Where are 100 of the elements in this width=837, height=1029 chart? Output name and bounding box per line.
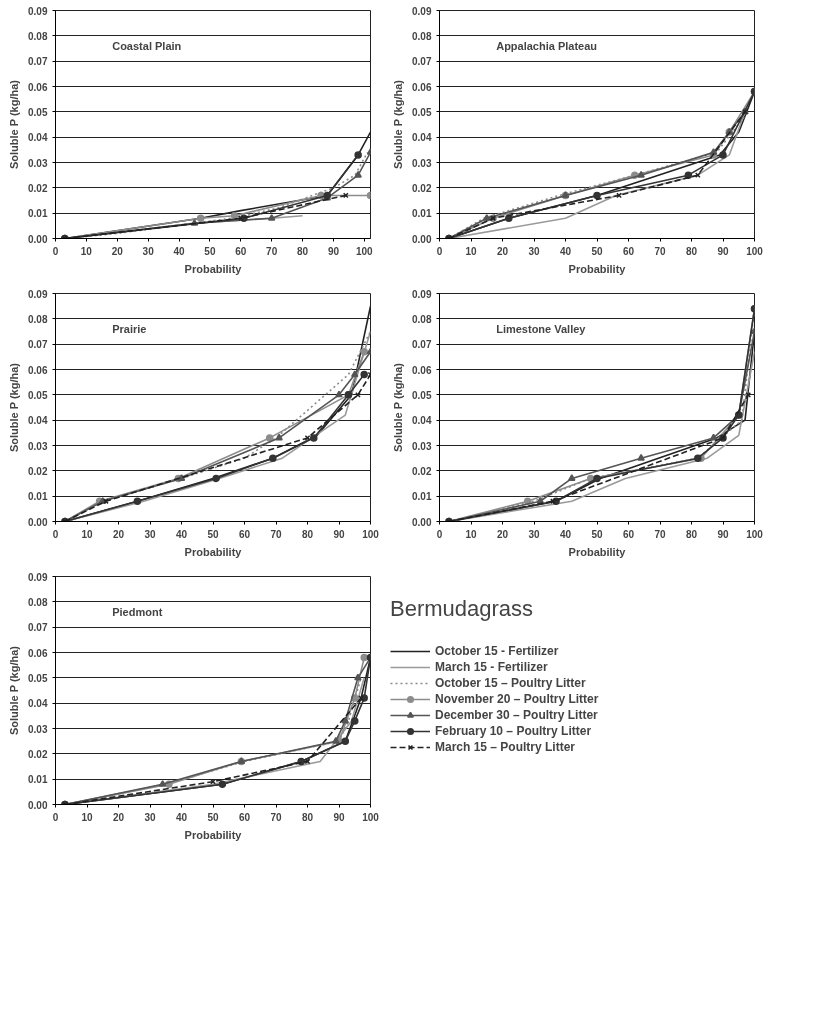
x-tick-label: 50 bbox=[204, 245, 216, 257]
y-tick-label: 0.02 bbox=[412, 182, 432, 194]
y-tick-label: 0.05 bbox=[28, 106, 48, 118]
y-tick-label: 0.07 bbox=[28, 622, 48, 634]
x-axis-title: Probability bbox=[184, 828, 243, 841]
y-tick-label: 0.02 bbox=[28, 465, 48, 477]
x-tick-label: 30 bbox=[144, 811, 156, 823]
y-tick-label: 0.00 bbox=[28, 233, 48, 245]
legend-label: October 15 – Poultry Litter bbox=[435, 676, 586, 690]
y-tick-label: 0.04 bbox=[412, 132, 432, 144]
y-tick-label: 0.05 bbox=[28, 672, 48, 684]
x-axis-title: Probability bbox=[184, 545, 243, 558]
y-tick-label: 0.04 bbox=[28, 415, 48, 427]
x-tick-label: 30 bbox=[144, 528, 156, 540]
x-tick-label: 50 bbox=[591, 245, 603, 257]
y-axis-title: Soluble P (kg/ha) bbox=[392, 79, 405, 170]
x-tick-label: 20 bbox=[111, 245, 124, 257]
y-tick-label: 0.08 bbox=[412, 313, 432, 325]
x-tick-label: 100 bbox=[746, 245, 764, 257]
x-tick-label: 100 bbox=[746, 528, 764, 540]
legend-label: March 15 - Fertilizer bbox=[435, 660, 548, 674]
y-axis-title: Soluble P (kg/ha) bbox=[8, 79, 21, 170]
text: Piedmont bbox=[112, 605, 163, 618]
y-tick-label: 0.03 bbox=[28, 723, 48, 735]
x-tick-label: 0 bbox=[52, 528, 59, 540]
x-tick-label: 10 bbox=[80, 245, 93, 257]
x-tick-label: 0 bbox=[52, 811, 59, 823]
x-tick-label: 50 bbox=[591, 528, 603, 540]
legend-label: March 15 – Poultry Litter bbox=[435, 740, 576, 754]
text: Limestone Valley bbox=[496, 322, 587, 335]
x-tick-label: 0 bbox=[52, 245, 59, 257]
y-tick-label: 0.09 bbox=[412, 288, 432, 300]
x-tick-label: 0 bbox=[436, 528, 443, 540]
y-tick-label: 0.04 bbox=[412, 415, 432, 427]
y-tick-label: 0.07 bbox=[412, 56, 432, 68]
y-tick-label: 0.06 bbox=[28, 81, 48, 93]
y-tick-label: 0.08 bbox=[28, 30, 48, 42]
x-tick-label: 70 bbox=[654, 528, 666, 540]
x-tick-label: 50 bbox=[207, 528, 219, 540]
legend-label: November 20 – Poultry Litter bbox=[435, 692, 599, 706]
y-tick-label: 0.00 bbox=[28, 516, 48, 528]
x-tick-label: 90 bbox=[333, 811, 345, 823]
y-tick-label: 0.05 bbox=[412, 106, 432, 118]
y-tick-label: 0.06 bbox=[412, 81, 432, 93]
y-tick-label: 0.05 bbox=[412, 389, 432, 401]
x-tick-label: 20 bbox=[496, 528, 509, 540]
y-tick-label: 0.01 bbox=[28, 208, 48, 220]
x-tick-label: 20 bbox=[112, 528, 125, 540]
x-tick-label: 10 bbox=[81, 528, 93, 540]
x-tick-label: 60 bbox=[238, 811, 251, 823]
y-tick-label: 0.06 bbox=[412, 364, 432, 376]
x-tick-label: 70 bbox=[270, 811, 282, 823]
x-tick-label: 90 bbox=[327, 245, 340, 257]
x-tick-label: 80 bbox=[685, 245, 698, 257]
y-tick-label: 0.01 bbox=[412, 491, 432, 503]
y-tick-label: 0.01 bbox=[28, 774, 48, 786]
y-axis-title: Soluble P (kg/ha) bbox=[392, 362, 405, 453]
x-tick-label: 100 bbox=[355, 245, 374, 257]
legend-label: October 15 - Fertilizer bbox=[435, 644, 559, 658]
x-tick-label: 10 bbox=[465, 528, 477, 540]
x-tick-label: 30 bbox=[528, 528, 540, 540]
y-axis-title: Soluble P (kg/ha) bbox=[8, 645, 21, 736]
x-tick-label: 50 bbox=[207, 811, 219, 823]
x-tick-label: 30 bbox=[142, 245, 155, 257]
y-tick-label: 0.08 bbox=[28, 313, 48, 325]
y-tick-label: 0.07 bbox=[412, 339, 432, 351]
x-tick-label: 90 bbox=[717, 528, 729, 540]
y-tick-label: 0.09 bbox=[28, 288, 48, 300]
legend-label: December 30 – Poultry Litter bbox=[435, 708, 598, 722]
x-axis-title: Probability bbox=[184, 262, 243, 275]
x-tick-label: 20 bbox=[112, 811, 125, 823]
x-tick-label: 70 bbox=[654, 245, 666, 257]
x-tick-label: 30 bbox=[528, 245, 540, 257]
x-tick-label: 20 bbox=[496, 245, 509, 257]
x-tick-label: 10 bbox=[81, 811, 93, 823]
x-tick-label: 70 bbox=[270, 528, 282, 540]
x-tick-label: 0 bbox=[436, 245, 443, 257]
x-tick-label: 60 bbox=[622, 245, 635, 257]
y-tick-label: 0.02 bbox=[412, 465, 432, 477]
y-tick-label: 0.03 bbox=[28, 157, 48, 169]
x-tick-label: 100 bbox=[362, 811, 380, 823]
x-tick-label: 40 bbox=[175, 811, 188, 823]
x-axis-title: Probability bbox=[568, 545, 627, 558]
y-tick-label: 0.09 bbox=[28, 571, 48, 583]
y-axis-title: Soluble P (kg/ha) bbox=[8, 362, 21, 453]
text: Appalachia Plateau bbox=[496, 39, 598, 52]
y-tick-label: 0.04 bbox=[28, 698, 48, 710]
x-tick-label: 40 bbox=[173, 245, 186, 257]
x-tick-label: 60 bbox=[238, 528, 251, 540]
y-tick-label: 0.03 bbox=[412, 440, 432, 452]
x-tick-label: 40 bbox=[175, 528, 188, 540]
y-tick-label: 0.00 bbox=[28, 799, 48, 811]
y-tick-label: 0.02 bbox=[28, 182, 48, 194]
y-tick-label: 0.08 bbox=[28, 596, 48, 608]
legend-title: Bermudagrass bbox=[390, 596, 535, 622]
text: Coastal Plain bbox=[112, 39, 182, 52]
x-tick-label: 100 bbox=[362, 528, 380, 540]
y-tick-label: 0.01 bbox=[412, 208, 432, 220]
y-tick-label: 0.06 bbox=[28, 364, 48, 376]
y-tick-label: 0.03 bbox=[28, 440, 48, 452]
